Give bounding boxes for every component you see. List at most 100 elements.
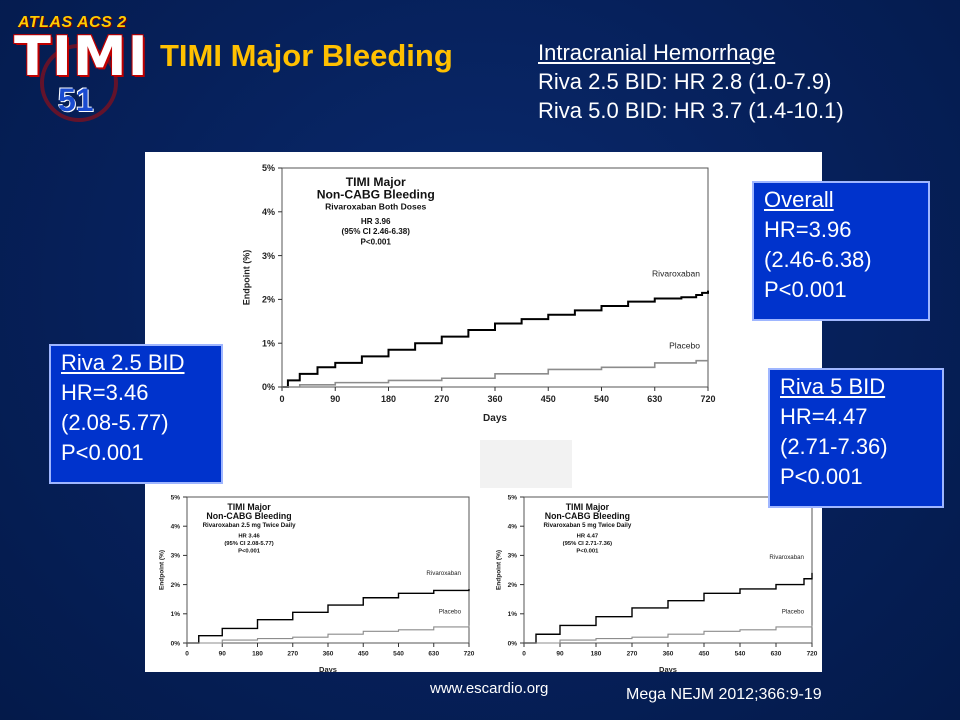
placebo-label: Placebo <box>439 608 462 615</box>
riva-5-p: P<0.001 <box>780 464 863 489</box>
placebo-label: Placebo <box>669 341 700 351</box>
y-tick-label: 3% <box>171 553 181 560</box>
placebo-line <box>187 625 470 644</box>
x-axis-label: Days <box>483 413 507 424</box>
chart-annotation: P<0.001 <box>576 548 599 554</box>
x-tick-label: 720 <box>464 651 475 658</box>
timi-logo: ATLAS ACS 2 TIMI 51 <box>6 4 149 122</box>
x-tick-label: 180 <box>591 651 602 658</box>
x-tick-label: 0 <box>522 651 526 658</box>
riva-5-box: Riva 5 BID HR=4.47 (2.71-7.36) P<0.001 <box>768 368 944 508</box>
rivaroxaban-line <box>187 588 470 644</box>
x-tick-label: 360 <box>323 651 334 658</box>
panel-gap <box>480 440 572 488</box>
rivaroxaban-line <box>282 290 709 388</box>
riva-5-hr: HR=4.47 <box>780 404 868 429</box>
x-tick-label: 450 <box>358 651 369 658</box>
y-tick-label: 3% <box>262 251 275 261</box>
riva-2-5-heading: Riva 2.5 BID <box>61 350 185 375</box>
logo-number: 51 <box>58 82 94 118</box>
ich-line-1: Riva 2.5 BID: HR 2.8 (1.0-7.9) <box>538 69 832 94</box>
placebo-line <box>524 625 813 644</box>
placebo-line <box>282 359 708 388</box>
x-tick-label: 270 <box>627 651 638 658</box>
intracranial-hemorrhage-block: Intracranial Hemorrhage Riva 2.5 BID: HR… <box>538 38 844 125</box>
chart-annotation: P<0.001 <box>361 238 392 247</box>
x-tick-label: 360 <box>487 394 502 404</box>
y-tick-label: 1% <box>262 338 275 348</box>
y-tick-label: 3% <box>508 553 518 560</box>
y-tick-label: 0% <box>508 640 518 647</box>
rivaroxaban-line <box>524 572 813 644</box>
y-tick-label: 5% <box>171 494 181 501</box>
overall-hr: HR=3.96 <box>764 217 852 242</box>
y-tick-label: 0% <box>262 382 275 392</box>
y-tick-label: 4% <box>262 207 275 217</box>
footer-url: www.escardio.org <box>430 680 549 697</box>
x-tick-label: 360 <box>663 651 674 658</box>
rivaroxaban-label: Rivaroxaban <box>652 269 700 279</box>
ich-line-2: Riva 5.0 BID: HR 3.7 (1.4-10.1) <box>538 98 844 123</box>
logo-atlas-text: ATLAS ACS 2 <box>18 14 127 31</box>
overall-box: Overall HR=3.96 (2.46-6.38) P<0.001 <box>752 181 930 321</box>
y-tick-label: 2% <box>262 295 275 305</box>
chart-riva-2-5: 0% 1% 2% 3% 4% 5% 0 90 180 270 360 450 540 630 720 Days… <box>159 494 475 672</box>
chart-riva-5: 0% 1% 2% 3% 4% 5% 0 90 180 270 360 450 540 630 720 Days… <box>496 494 818 672</box>
chart-subtitle: Rivaroxaban Both Doses <box>325 201 426 211</box>
x-tick-label: 270 <box>434 394 449 404</box>
placebo-label: Placebo <box>782 608 805 615</box>
overall-heading: Overall <box>764 187 834 212</box>
x-tick-label: 0 <box>279 394 284 404</box>
rivaroxaban-label: Rivaroxaban <box>769 554 804 561</box>
x-tick-label: 630 <box>771 651 782 658</box>
x-tick-label: 180 <box>252 651 263 658</box>
riva-2-5-ci: (2.08-5.77) <box>61 410 169 435</box>
charts-panel <box>145 152 822 672</box>
x-tick-label: 630 <box>428 651 439 658</box>
y-tick-label: 2% <box>171 582 181 589</box>
x-tick-label: 630 <box>647 394 662 404</box>
logo-timi-text: TIMI <box>14 25 149 88</box>
rivaroxaban-label: Rivaroxaban <box>426 570 461 577</box>
chart-subtitle: Rivaroxaban 5 mg Twice Daily <box>543 522 631 529</box>
riva-5-ci: (2.71-7.36) <box>780 434 888 459</box>
y-axis-label: Endpoint (%) <box>496 550 503 590</box>
y-tick-label: 1% <box>171 611 181 618</box>
x-tick-label: 450 <box>699 651 710 658</box>
x-tick-label: 90 <box>330 394 340 404</box>
chart-annotation: HR 3.96 <box>361 217 391 226</box>
y-tick-label: 2% <box>508 582 518 589</box>
x-tick-label: 540 <box>393 651 404 658</box>
ich-heading: Intracranial Hemorrhage <box>538 40 776 65</box>
chart-subtitle: Rivaroxaban 2.5 mg Twice Daily <box>203 522 297 529</box>
chart-annotation: P<0.001 <box>238 548 261 554</box>
slide-title: TIMI Major Bleeding <box>160 38 453 73</box>
riva-2-5-box: Riva 2.5 BID HR=3.46 (2.08-5.77) P<0.001 <box>49 344 223 484</box>
y-tick-label: 1% <box>508 611 518 618</box>
logo-ring <box>40 44 118 122</box>
y-tick-label: 5% <box>508 494 518 501</box>
y-tick-label: 4% <box>508 523 518 530</box>
x-tick-label: 270 <box>287 651 298 658</box>
chart-annotation: (95% CI 2.08-5.77) <box>224 541 273 547</box>
chart-annotation: HR 3.46 <box>238 533 260 539</box>
footer-reference: Mega NEJM 2012;366:9-19 <box>626 686 822 703</box>
x-tick-label: 180 <box>381 394 396 404</box>
x-tick-label: 90 <box>219 651 227 658</box>
y-axis-label: Endpoint (%) <box>242 250 252 306</box>
x-tick-label: 720 <box>700 394 715 404</box>
chart-title-line-2: Non-CABG Bleeding <box>545 511 630 521</box>
x-tick-label: 0 <box>185 651 189 658</box>
y-axis-label: Endpoint (%) <box>159 550 166 590</box>
chart-annotation: (95% CI 2.46-6.38) <box>342 227 411 236</box>
x-tick-label: 450 <box>541 394 556 404</box>
chart-annotation: HR 4.47 <box>577 533 598 539</box>
y-tick-label: 0% <box>171 640 181 647</box>
chart-annotation: (95% CI 2.71-7.36) <box>563 541 612 547</box>
x-axis-label: Days <box>659 665 677 672</box>
riva-2-5-hr: HR=3.46 <box>61 380 149 405</box>
x-tick-label: 540 <box>735 651 746 658</box>
chart-title-line-2: Non-CABG Bleeding <box>317 188 435 202</box>
overall-p: P<0.001 <box>764 277 847 302</box>
riva-2-5-p: P<0.001 <box>61 440 144 465</box>
